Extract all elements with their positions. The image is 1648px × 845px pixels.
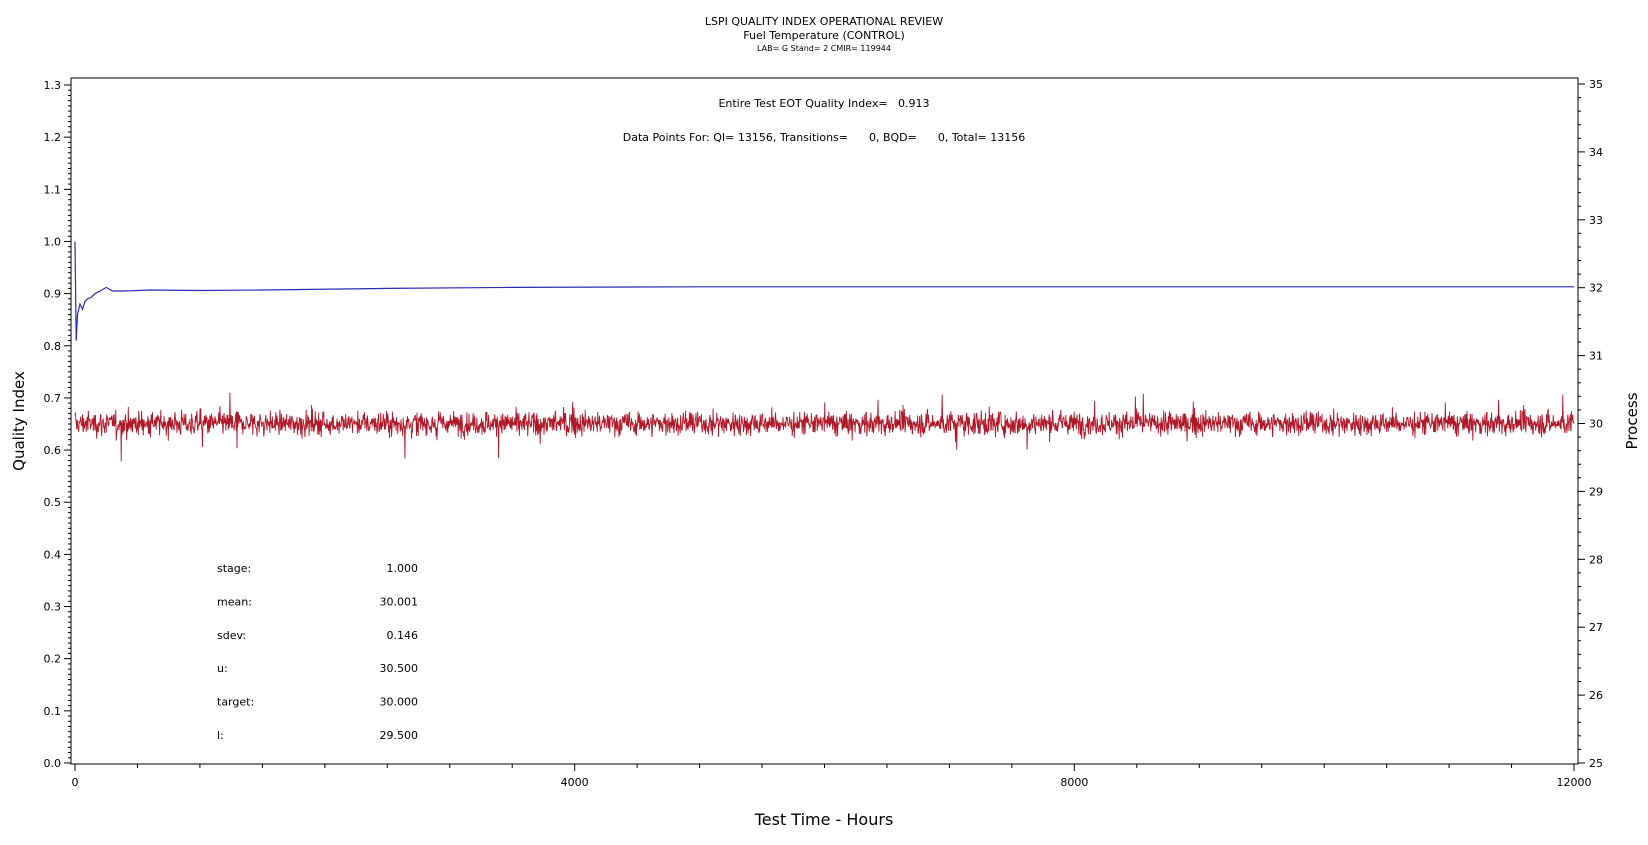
y-right-tick-label: 30 [1589,418,1603,431]
y-right-tick-label: 26 [1589,689,1603,702]
y-left-tick-label: 1.1 [44,183,62,196]
quality-index-series-line [74,241,1574,341]
annotation-data-points: Data Points For: QI= 13156, Transitions=… [623,131,1025,144]
stat-value: 1.000 [387,562,419,575]
y-axis-right-label: Process [1623,392,1641,449]
y-left-tick-label: 0.3 [44,601,62,614]
y-left-tick-label: 0.5 [44,496,62,509]
y-left-tick-label: 1.2 [44,131,62,144]
stat-label: sdev: [217,629,246,642]
y-axis-left-label: Quality Index [10,371,28,471]
stats-table: stage: 1.000 mean: 30.001 sdev: 0.146 u: 30.500… [217,562,418,742]
x-tick-label: 0 [72,776,79,789]
y-left-tick-label: 0.8 [44,340,62,353]
stat-label: mean: [217,595,252,608]
stat-value: 30.000 [380,696,419,709]
y-left-tick-label: 0.2 [44,653,62,666]
y-right-tick-label: 27 [1589,621,1603,634]
axis-ticks: 0.0 0.1 0.2 0.3 0.4 0.5 0.6 0.7 0.8 0.9 1.0 1.1 1.2 1… [44,78,1604,789]
y-right-tick-label: 29 [1589,485,1603,498]
x-tick-label: 12000 [1557,776,1592,789]
annotation-quality-index: Entire Test EOT Quality Index= 0.913 [718,97,929,110]
y-left-tick-label: 0.4 [44,548,62,561]
y-right-tick-label: 28 [1589,553,1603,566]
y-left-tick-label: 0.6 [44,444,62,457]
process-series-line [74,392,1575,462]
chart-subtitle-lab: LAB= G Stand= 2 CMIR= 119944 [757,44,891,53]
x-tick-label: 4000 [561,776,589,789]
series-group [74,241,1575,462]
y-left-tick-label: 1.3 [44,79,62,92]
stat-label: target: [217,696,254,709]
stat-label: stage: [217,562,251,575]
chart-title: LSPI QUALITY INDEX OPERATIONAL REVIEW [705,15,943,28]
x-tick-label: 8000 [1060,776,1088,789]
stat-label: u: [217,662,228,675]
y-left-tick-label: 0.1 [44,705,62,718]
y-left-tick-label: 0.9 [44,288,62,301]
y-right-tick-label: 34 [1589,146,1603,159]
x-axis-label: Test Time - Hours [754,810,894,829]
stat-value: 29.500 [380,729,419,742]
y-right-tick-label: 33 [1589,214,1603,227]
stat-value: 30.001 [380,595,419,608]
y-right-tick-label: 25 [1589,757,1603,770]
y-right-tick-label: 35 [1589,78,1603,91]
y-right-tick-label: 31 [1589,350,1603,363]
stat-value: 30.500 [380,662,419,675]
y-left-tick-label: 1.0 [44,235,62,248]
chart-subtitle: Fuel Temperature (CONTROL) [743,29,905,42]
y-right-tick-label: 32 [1589,282,1603,295]
stat-label: l: [217,729,224,742]
y-left-tick-label: 0.0 [44,757,62,770]
stat-value: 0.146 [387,629,419,642]
y-left-tick-label: 0.7 [44,392,62,405]
